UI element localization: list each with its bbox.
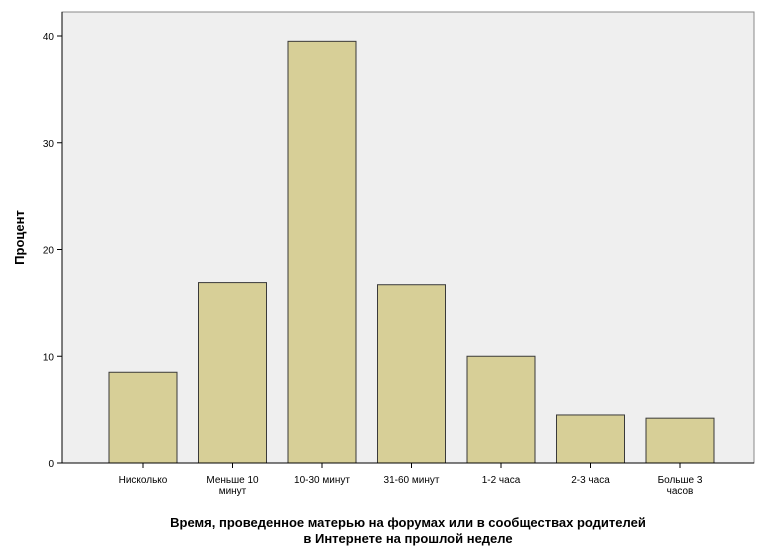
y-tick-label: 20 [43, 246, 55, 257]
y-tick-label: 10 [43, 352, 55, 363]
bar [108, 371, 178, 464]
x-axis-title-line-2: в Интернете на прошлой неделе [303, 531, 512, 546]
bar [287, 40, 357, 464]
x-tick-label: Больше 3 часов [658, 475, 703, 497]
bar [466, 355, 536, 464]
x-tick-label: 10-30 минут [294, 475, 350, 486]
bar [377, 284, 446, 464]
bar [198, 282, 267, 464]
y-axis: 0 10 20 30 40 [43, 12, 63, 470]
bar [556, 414, 625, 464]
x-tick-label: 31-60 минут [384, 475, 440, 486]
y-axis-title: Процент [12, 210, 27, 265]
bar [645, 417, 715, 464]
x-axis: Нисколько Меньше 10 минут 10-30 минут 31-60 … [62, 462, 754, 497]
y-tick-label: 40 [43, 32, 55, 43]
x-tick-label: Меньше 10 минут [206, 475, 259, 497]
y-tick-label: 0 [48, 459, 54, 470]
x-axis-title-line-1: Время, проведенное матерью на форумах ил… [170, 515, 646, 530]
y-tick-label: 30 [43, 139, 55, 150]
x-tick-label: 2-3 часа [571, 475, 610, 486]
x-tick-label: Нисколько [119, 475, 168, 486]
x-tick-label: 1-2 часа [482, 475, 521, 486]
bars-group [108, 40, 715, 464]
